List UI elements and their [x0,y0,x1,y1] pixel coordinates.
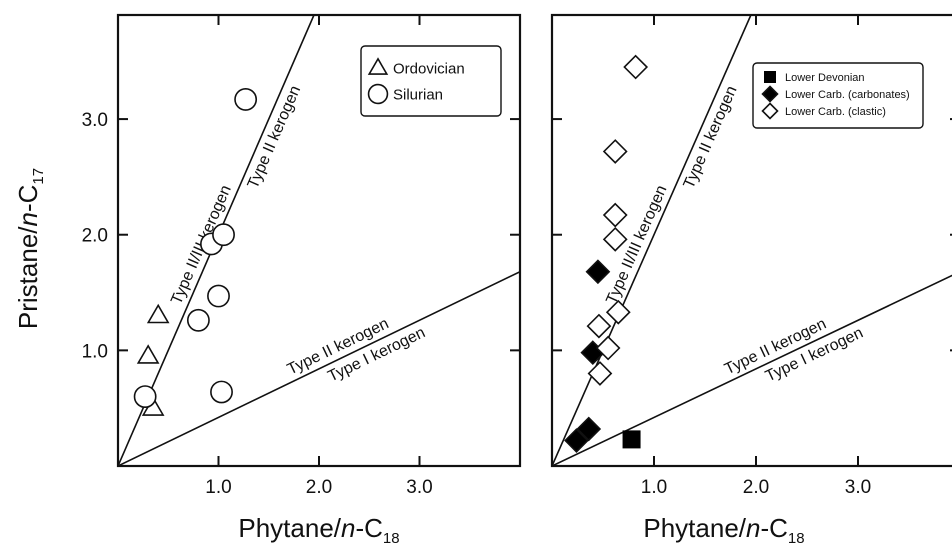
data-point-lower-carb-clastic [602,202,628,228]
data-point-lower-carb-clastic [605,299,631,325]
legend-label: Silurian [393,86,443,103]
data-point-ordovician [136,344,160,364]
data-point-lower-carb-carbonates [576,416,602,442]
data-point-silurian [207,284,230,308]
data-point-lower-carb-clastic [587,361,613,386]
data-point-silurian [133,385,157,409]
data-point-lower-carb-carbonates [564,428,589,453]
data-point-lower-carb-clastic [586,313,612,339]
panel-1: 1.0 2.0 3.0 1.0 2.0 3.0 Phytane/n-C18 Pristane/… [13,13,522,547]
legend-marker-ordovician [367,57,389,75]
series-lower-carb-carbonates [564,259,611,453]
y-tick-label: 3.0 [82,110,108,131]
boundary-line-upper [552,15,752,466]
y-tick-label: 2.0 [82,226,108,247]
x-tick-label: 1.0 [205,477,231,498]
data-point-lower-carb-clastic [595,335,621,361]
data-point-lower-carb-carbonates [585,259,611,285]
data-point-silurian [210,380,233,404]
x-axis-title: Phytane/n-C18 [643,513,804,547]
data-point-silurian [212,223,235,247]
legend-item: Lower Carb. (clastic) [761,102,886,120]
legend-marker-lower-devonian [764,71,776,83]
line-upper-label-below: Type II kerogen [681,83,741,191]
x-tick-label: 1.0 [641,477,667,498]
legend-label: Lower Carb. (carbonates) [785,89,910,101]
legend-box [360,45,502,117]
legend-item: Ordovician [367,57,465,77]
data-point-silurian [234,87,258,111]
legend-item: Silurian [367,83,443,105]
data-point-lower-devonian [622,430,641,449]
y-tick-label: 1.0 [82,341,108,362]
series-silurian [133,87,258,409]
x-tick-label: 2.0 [306,477,332,498]
series-lower-devonian [622,430,641,449]
x-axis-title: Phytane/n-C18 [238,513,399,547]
legend-box [752,62,924,129]
series-lower-carb-clastic [586,54,649,386]
data-point-ordovician [146,303,170,324]
x-tick-label: 2.0 [743,477,769,498]
y-axis-title: Pristane/n-C17 [13,168,47,329]
x-tick-label: 3.0 [845,477,871,498]
legend-marker-silurian [367,83,389,105]
legend: Ordovician Silurian [360,45,502,117]
legend-marker-lower-carb-clastic [761,102,779,120]
data-point-lower-carb-clastic [602,226,628,252]
x-tick-label: 3.0 [406,477,432,498]
legend-item: Lower Devonian [764,71,865,84]
legend-item: Lower Carb. (carbonates) [761,85,910,103]
legend: Lower Devonian Lower Carb. (carbonates) Lo… [752,62,924,129]
legend-label: Lower Carb. (clastic) [785,106,886,118]
legend-marker-lower-carb-carbonates [761,85,779,103]
data-point-silurian [186,308,210,332]
boundary-line-lower [118,271,520,466]
data-point-lower-carb-clastic [623,54,649,80]
boundary-line-lower [552,274,952,466]
legend-label: Ordovician [393,60,465,77]
data-point-lower-carb-clastic [602,139,628,164]
legend-label: Lower Devonian [785,72,865,84]
